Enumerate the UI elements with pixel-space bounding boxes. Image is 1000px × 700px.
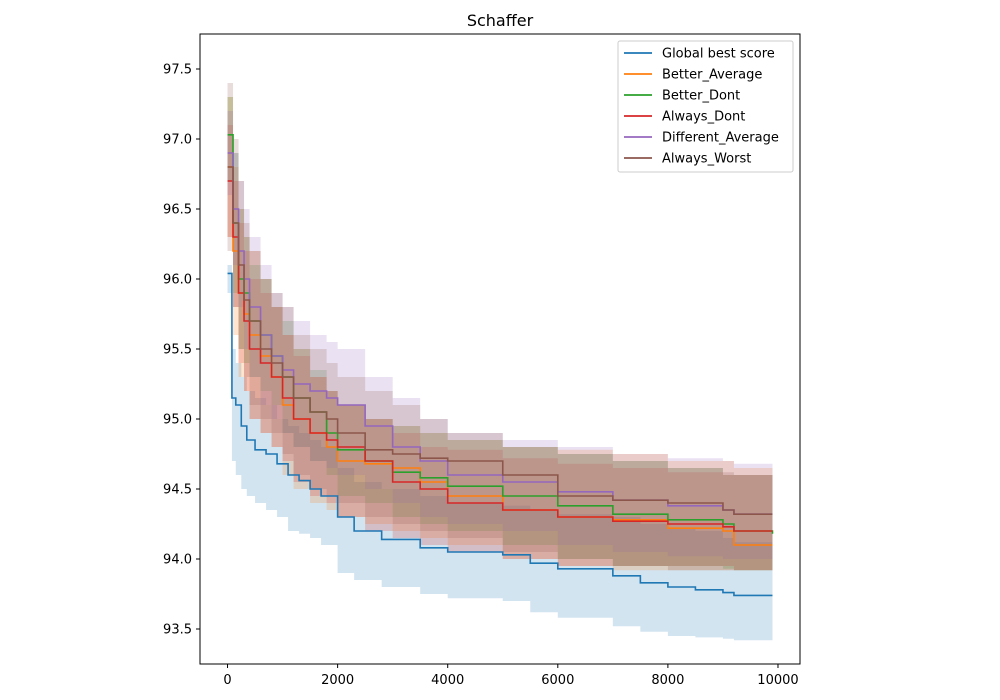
y-axis: 93.5 94.0 94.5 95.0 95.5 96.0 96.5 97.0 97.5 — [163, 63, 200, 638]
y-tick-label: 97.0 — [163, 133, 192, 148]
y-tick-label: 94.0 — [163, 553, 192, 568]
band-always-worst — [227, 83, 773, 571]
y-tick-label: 96.5 — [163, 203, 192, 218]
legend-label: Better_Average — [662, 68, 762, 83]
y-tick-label: 95.0 — [163, 413, 192, 428]
series-line-always-worst — [227, 166, 773, 515]
band-global-best-score — [227, 265, 773, 641]
chart-title: Schaffer — [467, 11, 534, 30]
x-tick-label: 4000 — [431, 673, 464, 688]
legend-label: Different_Average — [662, 131, 779, 146]
x-tick-label: 6000 — [541, 673, 574, 688]
series-line-global-best-score — [227, 272, 773, 597]
y-tick-label: 96.0 — [163, 273, 192, 288]
band-better-average — [227, 97, 773, 571]
x-tick-label: 10000 — [757, 673, 798, 688]
legend-frame — [617, 40, 794, 173]
band-always-dont — [227, 125, 773, 571]
x-tick-label: 0 — [223, 673, 231, 688]
y-tick-label: 94.5 — [163, 483, 192, 498]
x-tick-label: 8000 — [651, 673, 684, 688]
series-line-always-dont — [227, 180, 773, 532]
legend-label: Better_Dont — [662, 89, 740, 104]
legend: Global best score Better_Average Better_Do… — [617, 40, 794, 173]
legend-label: Always_Dont — [662, 110, 745, 125]
y-tick-label: 93.5 — [163, 623, 192, 638]
x-tick-label: 2000 — [321, 673, 354, 688]
y-tick-label: 97.5 — [163, 63, 192, 78]
x-axis: 0 2000 4000 6000 8000 10000 — [223, 664, 799, 688]
band-better-dont — [227, 97, 773, 571]
legend-label: Global best score — [662, 47, 775, 62]
legend-label: Always_Worst — [662, 152, 751, 167]
series-lines — [227, 134, 774, 597]
y-tick-label: 95.5 — [163, 343, 192, 358]
